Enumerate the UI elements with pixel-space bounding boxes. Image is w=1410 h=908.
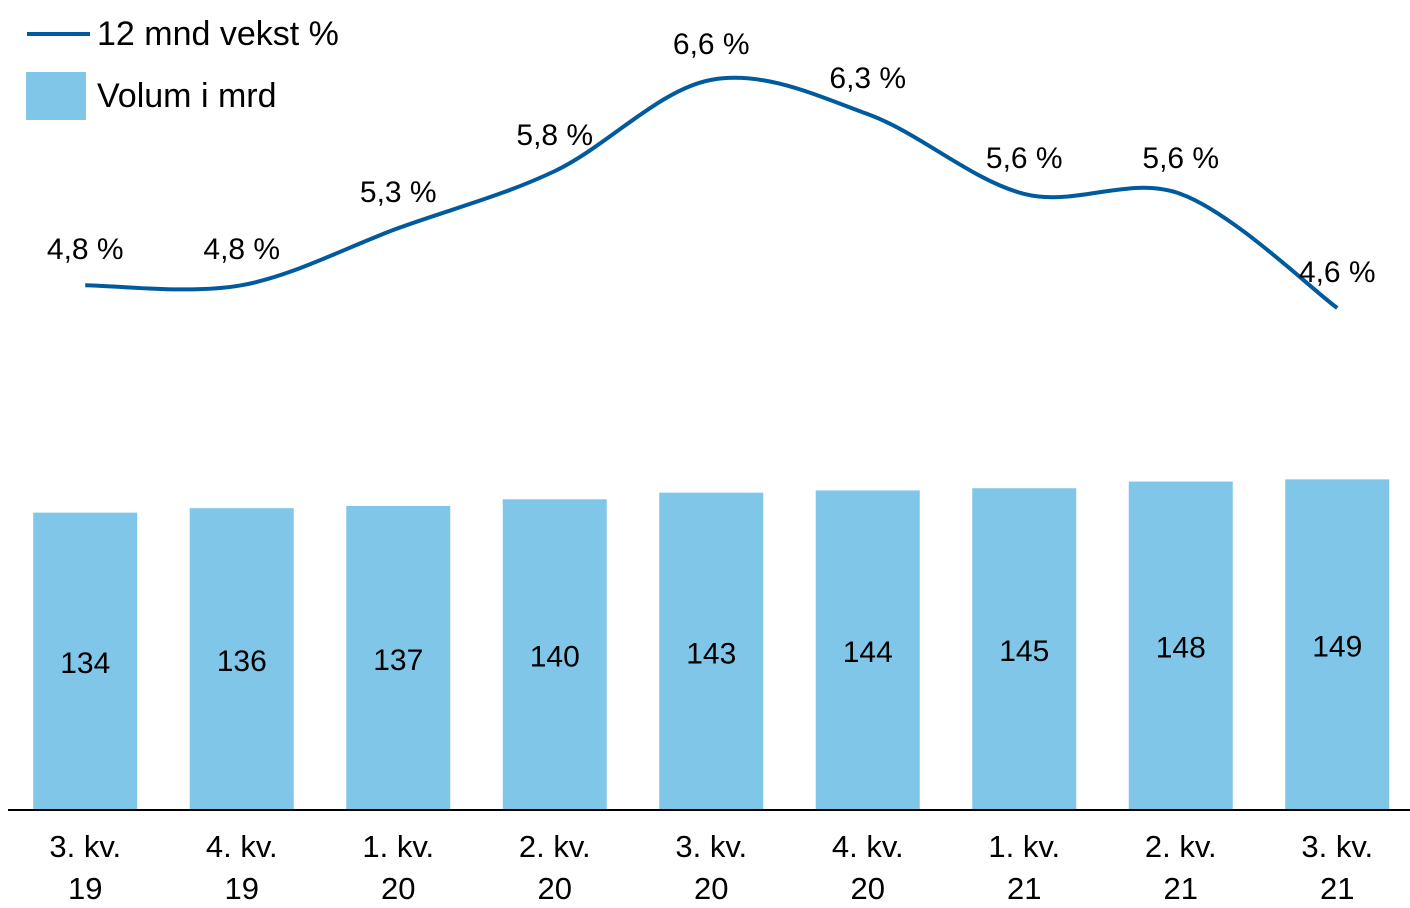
x-tick-label: 1. kv. 20: [362, 829, 435, 906]
bar-value-label: 134: [60, 647, 110, 680]
bar-value-label: 140: [530, 641, 580, 674]
line: [85, 75, 1339, 310]
x-tick-label: 1. kv. 21: [988, 829, 1061, 906]
bar: [189, 508, 294, 810]
bar: [815, 490, 920, 810]
line-value-label: 6,6 %: [673, 28, 750, 61]
line-value-label: 5,6 %: [986, 142, 1063, 175]
line-value-label: 5,8 %: [516, 119, 593, 152]
x-tick-label: 3. kv. 19: [49, 829, 122, 906]
line-value-label: 5,3 %: [360, 176, 437, 209]
x-tick-label: 4. kv. 20: [831, 829, 904, 906]
legend-swatch: [26, 72, 86, 120]
bar-value-label: 145: [999, 635, 1049, 668]
x-tick-label: 3. kv. 20: [675, 829, 748, 906]
bar: [1285, 479, 1390, 810]
bar: [33, 512, 138, 810]
bar-value-label: 136: [217, 645, 267, 678]
x-tick-label: 2. kv. 21: [1144, 829, 1217, 906]
bar: [659, 492, 764, 810]
bar-value-label: 149: [1312, 631, 1362, 664]
line-value-label: 4,8 %: [47, 233, 124, 266]
line-value-label: 5,6 %: [1142, 142, 1219, 175]
bar: [346, 505, 451, 810]
line-value-label: 4,8 %: [203, 233, 280, 266]
legend-label: Volum i mrd: [97, 77, 277, 115]
bar: [502, 499, 607, 810]
bar: [1128, 481, 1233, 810]
bar-value-label: 143: [686, 637, 736, 670]
bar: [972, 488, 1077, 810]
x-tick-label: 2. kv. 20: [518, 829, 591, 906]
x-tick-label: 3. kv. 21: [1301, 829, 1374, 906]
x-tick-label: 4. kv. 19: [205, 829, 278, 906]
legend-label: 12 mnd vekst %: [97, 15, 339, 53]
bar-value-label: 144: [843, 636, 893, 669]
line-value-label: 6,3 %: [829, 62, 906, 95]
bar-value-label: 148: [1156, 632, 1206, 665]
line-value-label: 4,6 %: [1299, 256, 1376, 289]
bar-value-label: 137: [373, 644, 423, 677]
